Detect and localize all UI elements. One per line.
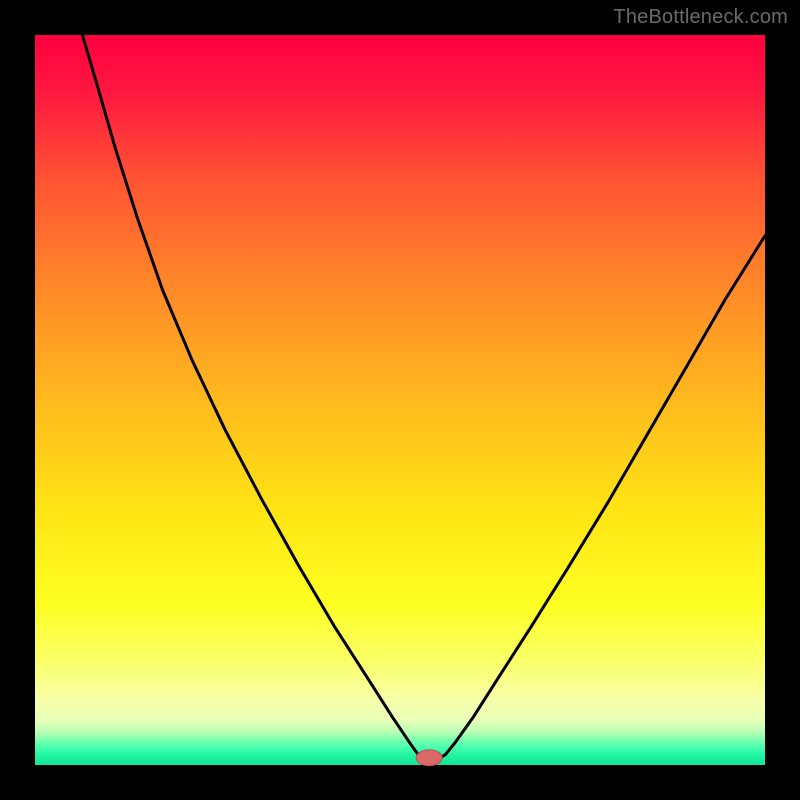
bottleneck-chart: TheBottleneck.com [0, 0, 800, 800]
chart-svg [0, 0, 800, 800]
plot-background [35, 35, 765, 765]
watermark-text: TheBottleneck.com [613, 6, 788, 29]
optimal-marker [416, 750, 442, 766]
